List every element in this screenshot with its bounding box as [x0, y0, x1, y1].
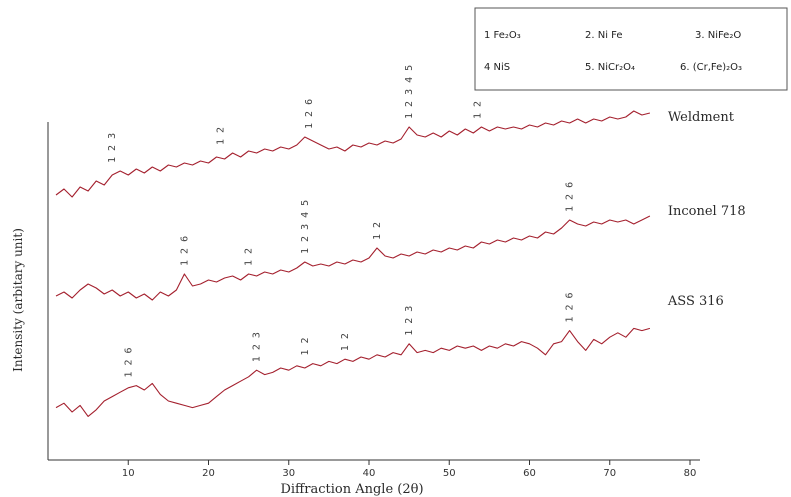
- legend-entry-3: 3. NiFe₂O: [695, 30, 741, 41]
- peak-label: 1 2 6: [179, 236, 190, 266]
- axes: [47, 122, 700, 461]
- peak-label: 1 2 6: [565, 182, 576, 212]
- x-tick-label: 80: [684, 468, 697, 479]
- x-tick-label: 70: [603, 468, 616, 479]
- x-tick-label: 60: [523, 468, 536, 479]
- series-names: Weldment Inconel 718 ASS 316: [667, 110, 746, 309]
- legend-entry-2: 2. Ni Fe: [585, 30, 623, 41]
- x-ticks: 10 20 30 40 50 60 70 80: [122, 460, 696, 479]
- peak-label: 1 2: [340, 333, 351, 351]
- series-line: [55, 327, 651, 417]
- peak-label: 1 2 6: [565, 292, 576, 322]
- peak-labels: 1 2 3 1 2 1 2 6 1 2 3 4 5 1 2 1 2 6 1 2 1 2 3 4…: [107, 65, 575, 378]
- series-name-label: Inconel 718: [668, 204, 746, 219]
- x-tick-label: 10: [122, 468, 135, 479]
- peak-label: 1 2 6: [304, 99, 315, 129]
- peak-label: 1 2 3: [107, 133, 118, 163]
- peak-label: 1 2 3 4 5: [300, 200, 311, 254]
- peak-label: 1 2: [244, 248, 255, 266]
- peak-label: 1 2 6: [123, 347, 134, 377]
- peak-label: 1 2 3 4 5: [404, 65, 415, 119]
- peak-label: 1 2 3: [404, 306, 415, 336]
- x-axis-title: Diffraction Angle (2θ): [280, 482, 423, 497]
- x-tick-label: 50: [443, 468, 456, 479]
- legend-entry-4: 4 NiS: [484, 62, 510, 73]
- y-axis-title: Intensity (arbitary unit): [11, 228, 25, 372]
- series-line: [55, 110, 651, 198]
- legend: 1 Fe₂O₃ 2. Ni Fe 3. NiFe₂O 4 NiS 5. NiCr…: [474, 7, 788, 91]
- peak-label: 1 2 3: [252, 332, 263, 362]
- legend-entry-1: 1 Fe₂O₃: [484, 30, 521, 41]
- peak-label: 1 2: [372, 222, 383, 240]
- peak-label: 1 2: [216, 127, 227, 145]
- legend-entry-6: 6. (Cr,Fe)₂O₃: [680, 62, 742, 73]
- series-group: [55, 110, 651, 417]
- peak-label: 1 2: [300, 338, 311, 356]
- legend-entry-5: 5. NiCr₂O₄: [585, 62, 635, 73]
- legend-box: [474, 7, 788, 91]
- series-name-label: Weldment: [668, 110, 735, 125]
- x-tick-label: 20: [202, 468, 215, 479]
- peak-label: 1 2: [472, 101, 483, 119]
- series-line: [55, 215, 651, 301]
- x-tick-label: 30: [282, 468, 295, 479]
- series-name-label: ASS 316: [667, 294, 724, 309]
- x-tick-label: 40: [363, 468, 376, 479]
